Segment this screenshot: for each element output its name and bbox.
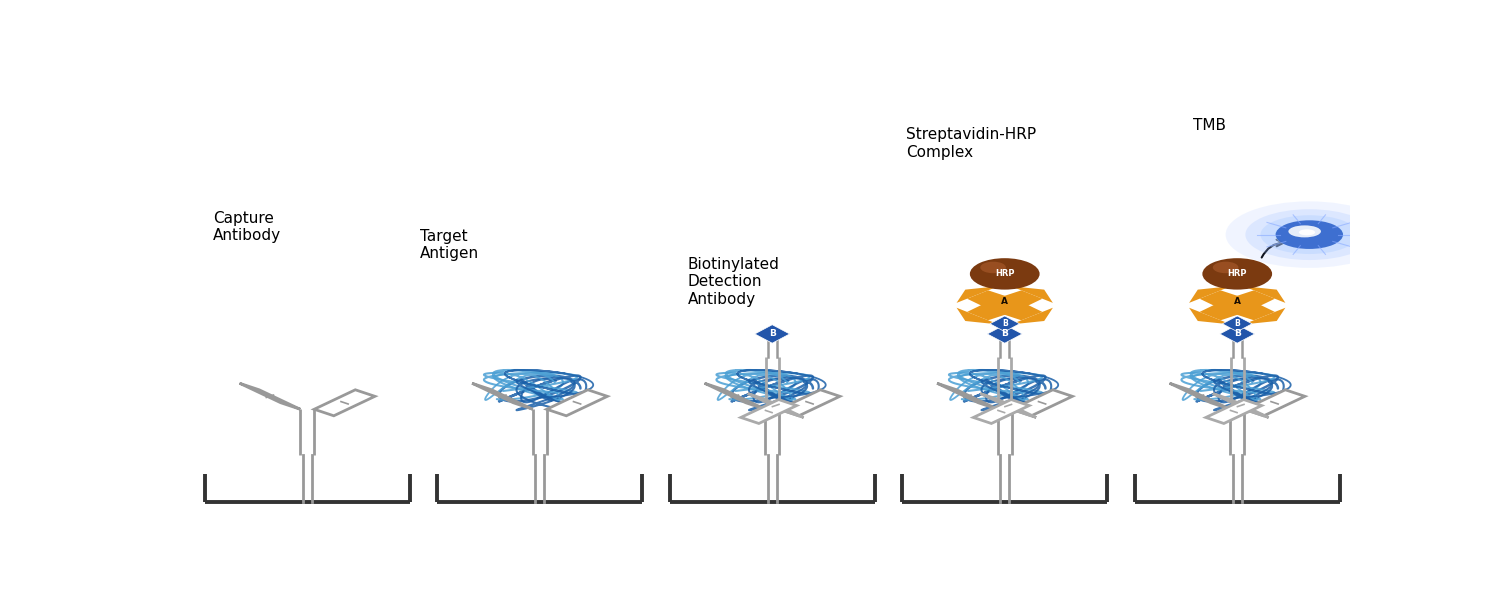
- Text: B: B: [1002, 319, 1008, 328]
- Polygon shape: [957, 308, 999, 325]
- Polygon shape: [987, 325, 1022, 343]
- Polygon shape: [1206, 400, 1262, 424]
- Text: B: B: [1002, 329, 1008, 338]
- Polygon shape: [938, 383, 998, 409]
- Polygon shape: [957, 286, 999, 303]
- Polygon shape: [705, 383, 765, 409]
- Text: B: B: [770, 329, 776, 338]
- Polygon shape: [748, 394, 804, 418]
- Polygon shape: [974, 400, 1029, 424]
- Polygon shape: [472, 383, 532, 409]
- Ellipse shape: [970, 258, 1040, 290]
- Polygon shape: [1170, 383, 1230, 409]
- FancyBboxPatch shape: [1218, 298, 1257, 313]
- Polygon shape: [1200, 290, 1251, 311]
- Polygon shape: [990, 316, 1020, 332]
- Ellipse shape: [1275, 220, 1342, 249]
- Ellipse shape: [981, 262, 1006, 273]
- Text: B: B: [1234, 329, 1240, 338]
- Text: Biotinylated
Detection
Antibody: Biotinylated Detection Antibody: [687, 257, 780, 307]
- Polygon shape: [992, 290, 1042, 311]
- Polygon shape: [968, 300, 1018, 320]
- Ellipse shape: [1214, 262, 1239, 273]
- Polygon shape: [1220, 325, 1254, 343]
- Polygon shape: [741, 400, 796, 424]
- Polygon shape: [1244, 390, 1305, 416]
- Polygon shape: [1244, 286, 1286, 303]
- Text: Capture
Antibody: Capture Antibody: [213, 211, 280, 243]
- Polygon shape: [1224, 290, 1275, 311]
- Ellipse shape: [1288, 226, 1322, 238]
- Polygon shape: [1214, 394, 1269, 418]
- Polygon shape: [546, 390, 608, 416]
- Polygon shape: [1011, 390, 1072, 416]
- Text: Streptavidin-HRP
Complex: Streptavidin-HRP Complex: [906, 127, 1036, 160]
- Polygon shape: [778, 390, 840, 416]
- Text: HRP: HRP: [994, 269, 1014, 278]
- Polygon shape: [754, 325, 789, 343]
- Circle shape: [1245, 209, 1374, 260]
- Text: HRP: HRP: [1227, 269, 1246, 278]
- Circle shape: [1226, 202, 1394, 268]
- Polygon shape: [314, 390, 375, 416]
- Polygon shape: [1200, 300, 1251, 320]
- Polygon shape: [981, 394, 1036, 418]
- Polygon shape: [240, 383, 300, 409]
- Polygon shape: [1244, 308, 1286, 325]
- Text: A: A: [1000, 297, 1008, 306]
- Text: B: B: [1234, 319, 1240, 328]
- FancyBboxPatch shape: [986, 298, 1024, 313]
- Polygon shape: [1190, 286, 1231, 303]
- Text: A: A: [1233, 297, 1240, 306]
- Polygon shape: [1222, 316, 1252, 332]
- Polygon shape: [1190, 308, 1231, 325]
- Polygon shape: [1011, 308, 1053, 325]
- Text: Target
Antigen: Target Antigen: [420, 229, 478, 262]
- Polygon shape: [1224, 300, 1275, 320]
- Ellipse shape: [1203, 258, 1272, 290]
- Text: TMB: TMB: [1192, 118, 1225, 133]
- Polygon shape: [968, 290, 1018, 311]
- Polygon shape: [1011, 286, 1053, 303]
- Circle shape: [1260, 215, 1358, 254]
- Ellipse shape: [1299, 229, 1316, 235]
- Polygon shape: [992, 300, 1042, 320]
- Circle shape: [1275, 221, 1344, 248]
